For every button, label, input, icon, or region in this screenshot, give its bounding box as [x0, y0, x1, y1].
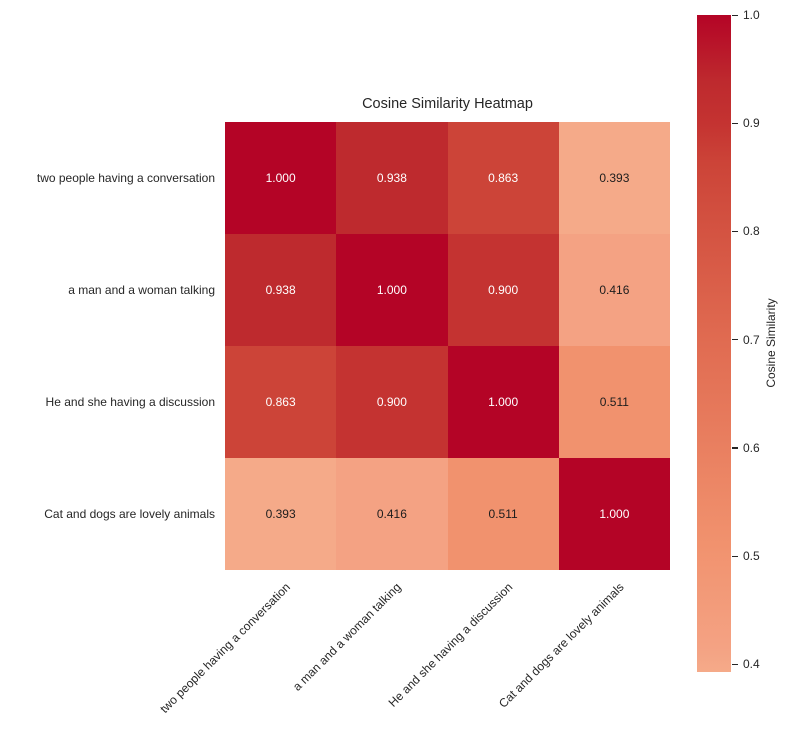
cell-value: 0.900 [376, 395, 407, 409]
colorbar-tick-label: 0.4 [743, 657, 760, 672]
heatmap-cell: 0.416 [558, 234, 670, 346]
cell-value: 1.000 [265, 171, 296, 185]
colorbar-tick [732, 555, 738, 557]
heatmap-cell: 1.000 [447, 346, 559, 458]
heatmap-cell: 1.000 [336, 234, 448, 346]
colorbar-tick [732, 339, 738, 341]
cell-value: 0.511 [599, 395, 629, 409]
heatmap-cell: 0.863 [225, 346, 337, 458]
cell-value: 0.938 [376, 171, 407, 185]
cell-value: 0.863 [265, 395, 296, 409]
colorbar-tick-label: 0.5 [743, 549, 760, 564]
y-axis-label: a man and a woman talking [68, 283, 215, 297]
x-axis-label: He and she having a discussion [385, 580, 516, 710]
cell-value: 1.000 [376, 283, 407, 297]
colorbar-label: Cosine Similarity [764, 298, 778, 388]
heatmap-cell: 0.938 [225, 234, 337, 346]
heatmap-cell: 0.511 [558, 346, 670, 458]
cell-value: 1.000 [599, 507, 630, 521]
cell-value: 0.511 [488, 507, 518, 521]
colorbar-tick [732, 230, 738, 233]
heatmap: 1.000 0.938 0.863 0.393 0.938 1.000 0.900 0.416… [225, 122, 670, 570]
cell-value: 0.393 [599, 171, 630, 185]
heatmap-cell: 1.000 [558, 458, 670, 570]
x-axis-label: Cat and dogs are lovely animals [495, 580, 627, 711]
cell-value: 0.393 [265, 507, 296, 521]
x-axis-label: a man and a woman talking [290, 580, 404, 694]
cell-value: 0.416 [599, 283, 630, 297]
heatmap-cell: 1.000 [225, 122, 337, 234]
colorbar-tick-label: 0.7 [743, 332, 760, 347]
cell-value: 0.938 [265, 283, 296, 297]
colorbar-tick [732, 663, 738, 666]
heatmap-cell: 0.863 [447, 122, 559, 234]
cell-value: 0.900 [488, 283, 519, 297]
heatmap-cell: 0.900 [447, 234, 559, 346]
colorbar-tick [732, 122, 738, 124]
colorbar-tick-label: 1.0 [743, 8, 760, 22]
colorbar-tick [732, 447, 738, 449]
colorbar-gradient [697, 15, 731, 672]
x-axis-label: two people having a conversation [156, 580, 293, 716]
heatmap-cell: 0.511 [447, 458, 559, 570]
heatmap-cell: 0.393 [225, 458, 337, 570]
colorbar-tick [732, 14, 738, 16]
y-axis-label: two people having a conversation [36, 171, 215, 185]
cell-value: 0.863 [488, 171, 519, 185]
heatmap-cell: 0.938 [336, 122, 448, 234]
heatmap-cell: 0.900 [336, 346, 448, 458]
colorbar-tick-label: 0.9 [743, 116, 760, 131]
heatmap-cell: 0.416 [336, 458, 448, 570]
cell-value: 0.416 [376, 507, 407, 521]
colorbar-tick-label: 0.6 [743, 440, 760, 455]
cell-value: 1.000 [488, 395, 519, 409]
y-axis-label: Cat and dogs are lovely animals [44, 507, 215, 521]
colorbar-tick-label: 0.8 [743, 224, 760, 239]
y-axis-label: He and she having a discussion [45, 395, 215, 409]
chart-title: Cosine Similarity Heatmap [362, 96, 533, 112]
heatmap-cell: 0.393 [558, 122, 670, 234]
